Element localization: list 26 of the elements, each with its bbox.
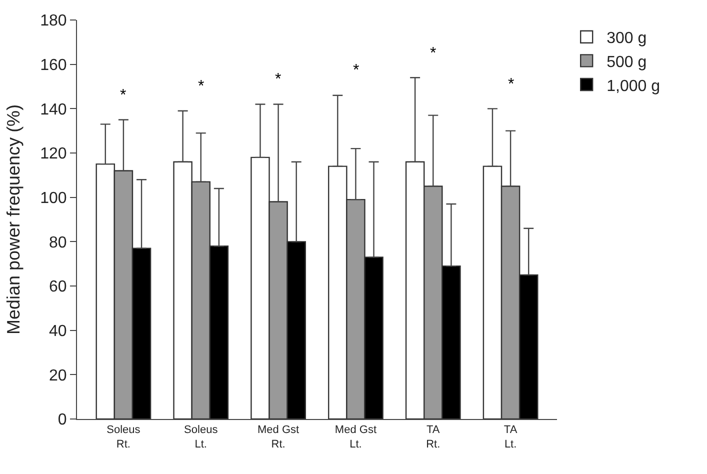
x-tick-label: TA Rt. (426, 424, 440, 450)
legend-label: 1,000 g (606, 78, 660, 95)
y-tick-label: 0 (58, 412, 67, 429)
y-tick-label: 20 (49, 367, 67, 384)
x-tick-label: Soleus Rt. (106, 424, 141, 450)
annotation: * (275, 71, 282, 88)
annotation: * (508, 76, 514, 93)
y-tick-label: 80 (49, 234, 67, 252)
x-tick-label: TA Lt. (504, 424, 518, 450)
y-axis-title: Median power frequency (%) (3, 104, 24, 335)
y-tick-label: 180 (40, 12, 67, 30)
y-tick-label: 40 (49, 322, 67, 340)
x-tick-label: Soleus Lt. (184, 424, 218, 450)
y-tick-label: 60 (49, 278, 67, 296)
annotation: * (430, 45, 436, 62)
legend-label: 300 g (606, 30, 647, 48)
y-tick-label: 100 (40, 190, 67, 207)
y-tick-label: 160 (40, 56, 67, 74)
x-tick-label: Med Gst Rt. (258, 424, 300, 450)
x-tick-label: Med Gst Lt. (334, 424, 376, 450)
annotation: * (198, 78, 204, 95)
annotation: * (120, 87, 126, 104)
y-tick-label: 140 (40, 101, 67, 118)
legend-label: 500 g (606, 54, 647, 71)
y-tick-label: 120 (40, 146, 67, 163)
annotation: * (353, 62, 360, 79)
